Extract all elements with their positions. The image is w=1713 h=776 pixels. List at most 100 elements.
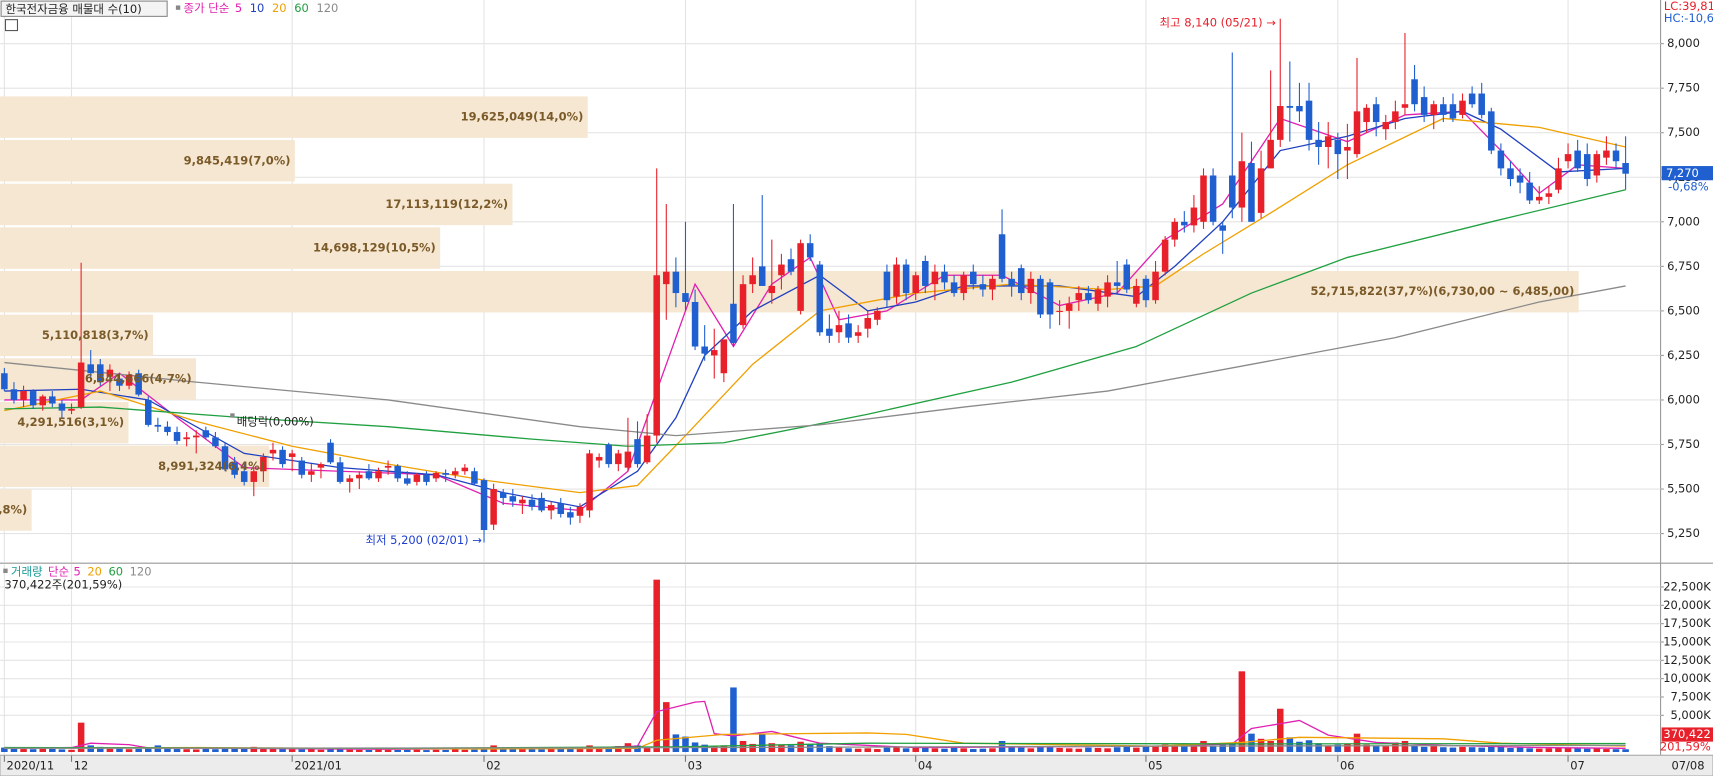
- volume-bar: [1363, 744, 1370, 752]
- volume-bar: [1497, 746, 1505, 752]
- volume-bar: [279, 749, 286, 752]
- volume-bar: [538, 749, 545, 752]
- volume-bar: [1622, 749, 1629, 752]
- candle-body: [634, 439, 641, 465]
- volume-bar: [413, 749, 421, 752]
- profile-label: 8,991,324(6,4%): [158, 459, 265, 473]
- volume-bar: [1411, 745, 1418, 752]
- profile-label: 17,113,119(12,2%): [385, 197, 508, 211]
- volume-bar: [269, 748, 277, 752]
- volume-bar: [547, 748, 555, 752]
- candle-body: [1142, 278, 1150, 301]
- volume-bar: [1603, 749, 1610, 752]
- volume-bar: [1488, 746, 1495, 752]
- volume-bar: [1315, 743, 1322, 752]
- volume-bar: [1046, 747, 1054, 752]
- volume-bar: [1372, 745, 1380, 752]
- volume-bar: [1104, 748, 1111, 752]
- candle-body: [49, 396, 56, 404]
- candle-body: [739, 284, 747, 326]
- candle-body: [1219, 225, 1226, 231]
- candle-body: [874, 310, 881, 320]
- candle-body: [576, 506, 584, 516]
- volume-legend-icon: [3, 568, 8, 573]
- candle-body: [998, 234, 1006, 279]
- date-axis-bg: [0, 754, 1713, 776]
- candle-body: [1152, 271, 1159, 301]
- volume-bar: [864, 748, 872, 752]
- candle-body: [1488, 111, 1495, 151]
- volume-bar: [1248, 733, 1255, 752]
- candle-body: [1574, 150, 1581, 169]
- volume-bar: [1555, 747, 1562, 752]
- candle-body: [1536, 196, 1543, 201]
- candle-body: [1286, 106, 1294, 108]
- last-change-label: -0,68%: [1668, 179, 1709, 193]
- candle-body: [356, 474, 363, 479]
- candle-body: [1459, 100, 1466, 115]
- candle-body: [758, 266, 766, 286]
- volume-bar: [1296, 741, 1303, 752]
- volume-bar: [950, 747, 958, 752]
- volume-bar: [106, 748, 114, 752]
- volume-bar: [471, 749, 478, 752]
- candle-body: [845, 323, 852, 338]
- volume-bar: [1085, 747, 1092, 752]
- volume-bar: [758, 733, 766, 752]
- volume-bar: [1526, 748, 1533, 752]
- volume-bar: [989, 748, 996, 752]
- candle-body: [519, 499, 526, 504]
- volume-bar: [1516, 747, 1524, 752]
- candle-body: [451, 471, 459, 475]
- candle-body: [1085, 293, 1092, 301]
- candle-body: [164, 426, 171, 433]
- volume-bar: [1113, 747, 1121, 752]
- volume-bar: [221, 748, 229, 752]
- candle-body: [192, 435, 200, 438]
- volume-bar: [787, 745, 795, 752]
- candle-body: [691, 301, 699, 347]
- volume-bar: [1056, 747, 1063, 752]
- annotation: 배당락(0,00%): [237, 415, 314, 429]
- candle-body: [125, 375, 133, 386]
- volume-bar: [327, 748, 334, 752]
- volume-bar: [902, 748, 910, 752]
- volume-bar: [1593, 748, 1601, 752]
- candle-body: [327, 442, 334, 463]
- candle-body: [902, 264, 910, 294]
- volume-bar: [308, 748, 315, 752]
- volume-bar: [1420, 746, 1428, 752]
- legend-prefix: 종가 단순: [184, 1, 230, 15]
- candle-body: [595, 456, 603, 461]
- y-tick-label: 5,750: [1667, 437, 1700, 451]
- volume-bar: [1037, 746, 1044, 752]
- candle-body: [989, 278, 996, 290]
- candle-body: [1065, 303, 1073, 311]
- candle-body: [1516, 175, 1524, 183]
- volume-bar: [260, 747, 267, 752]
- volume-bar: [1430, 746, 1438, 752]
- candle-body: [106, 369, 114, 377]
- candle-body: [1353, 111, 1361, 155]
- volume-bar: [97, 746, 104, 752]
- candle-body: [1411, 79, 1418, 105]
- volume-legend-prefix: 거래량: [11, 564, 43, 578]
- candle-body: [979, 284, 987, 290]
- candle-body: [442, 473, 449, 475]
- x-tick-label: 04: [918, 759, 933, 773]
- x-tick-label: 12: [74, 759, 89, 773]
- volume-bar: [1094, 747, 1102, 752]
- volume-bar: [451, 749, 459, 752]
- volume-bar: [77, 722, 85, 752]
- candle-body: [509, 496, 517, 502]
- candle-body: [1612, 150, 1620, 162]
- profile-label: 52,715,822(37,7%)(6,730,00 ~ 6,485,00): [1310, 284, 1574, 298]
- volume-ma-line: [4, 732, 1626, 750]
- volume-bar: [806, 743, 814, 752]
- volume-bar: [557, 748, 565, 752]
- profile-band: [0, 489, 32, 531]
- candle-body: [269, 449, 277, 454]
- volume-bar: [1133, 747, 1140, 752]
- profile-label: 6,544,666(4,7%): [85, 372, 192, 386]
